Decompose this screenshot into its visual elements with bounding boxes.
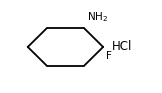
Text: F: F <box>106 51 111 61</box>
Text: HCl: HCl <box>112 40 132 53</box>
Text: NH$_2$: NH$_2$ <box>87 10 108 24</box>
